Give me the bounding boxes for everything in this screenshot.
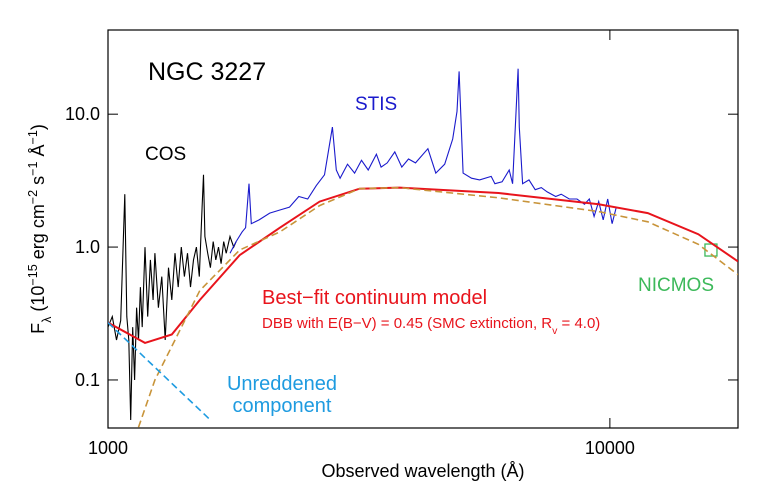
series-line — [108, 186, 738, 344]
model-note: DBB with E(B−V) = 0.45 (SMC extinction, … — [262, 315, 600, 337]
x-tick-label: 10000 — [585, 438, 635, 458]
series-line — [108, 174, 237, 421]
chart-title: NGC 3227 — [148, 58, 266, 86]
label-part: −2 — [26, 190, 40, 204]
series-label: Best−fit continuum model — [262, 287, 487, 309]
label-part: −1 — [26, 161, 40, 175]
series-line — [137, 186, 738, 428]
unreddened-label: Unreddened — [227, 373, 337, 395]
label-part: erg cm — [28, 204, 48, 264]
x-axis-label: Observed wavelength (Å) — [321, 461, 524, 481]
unreddened-label: component — [233, 395, 332, 417]
label-part: ) — [28, 124, 48, 130]
y-tick-label: 0.1 — [75, 370, 100, 390]
y-tick-label: 10.0 — [65, 104, 100, 124]
label-part: (10 — [28, 286, 48, 317]
series-label: NICMOS — [638, 275, 714, 296]
series-line — [229, 68, 617, 254]
label-part: −1 — [26, 130, 40, 144]
y-axis-label: Fλ (10−15 erg cm−2 s−1 Å−1) — [26, 124, 54, 334]
plot-frame — [107, 29, 739, 429]
series-label: COS — [145, 144, 186, 165]
label-part: Å — [28, 144, 48, 161]
series-label: STIS — [355, 94, 397, 115]
plot-area — [108, 68, 738, 428]
label-part: F — [28, 323, 48, 334]
label-part: −15 — [26, 264, 40, 285]
label-part: v — [552, 325, 558, 337]
series-line — [108, 322, 211, 421]
label-part: = 4.0) — [557, 315, 600, 332]
label-part: λ — [40, 316, 54, 323]
label-part: DBB with E(B−V) = 0.45 (SMC extinction, … — [262, 315, 552, 332]
label-part: s — [28, 176, 48, 190]
y-tick-label: 1.0 — [75, 237, 100, 257]
x-tick-label: 1000 — [88, 438, 128, 458]
